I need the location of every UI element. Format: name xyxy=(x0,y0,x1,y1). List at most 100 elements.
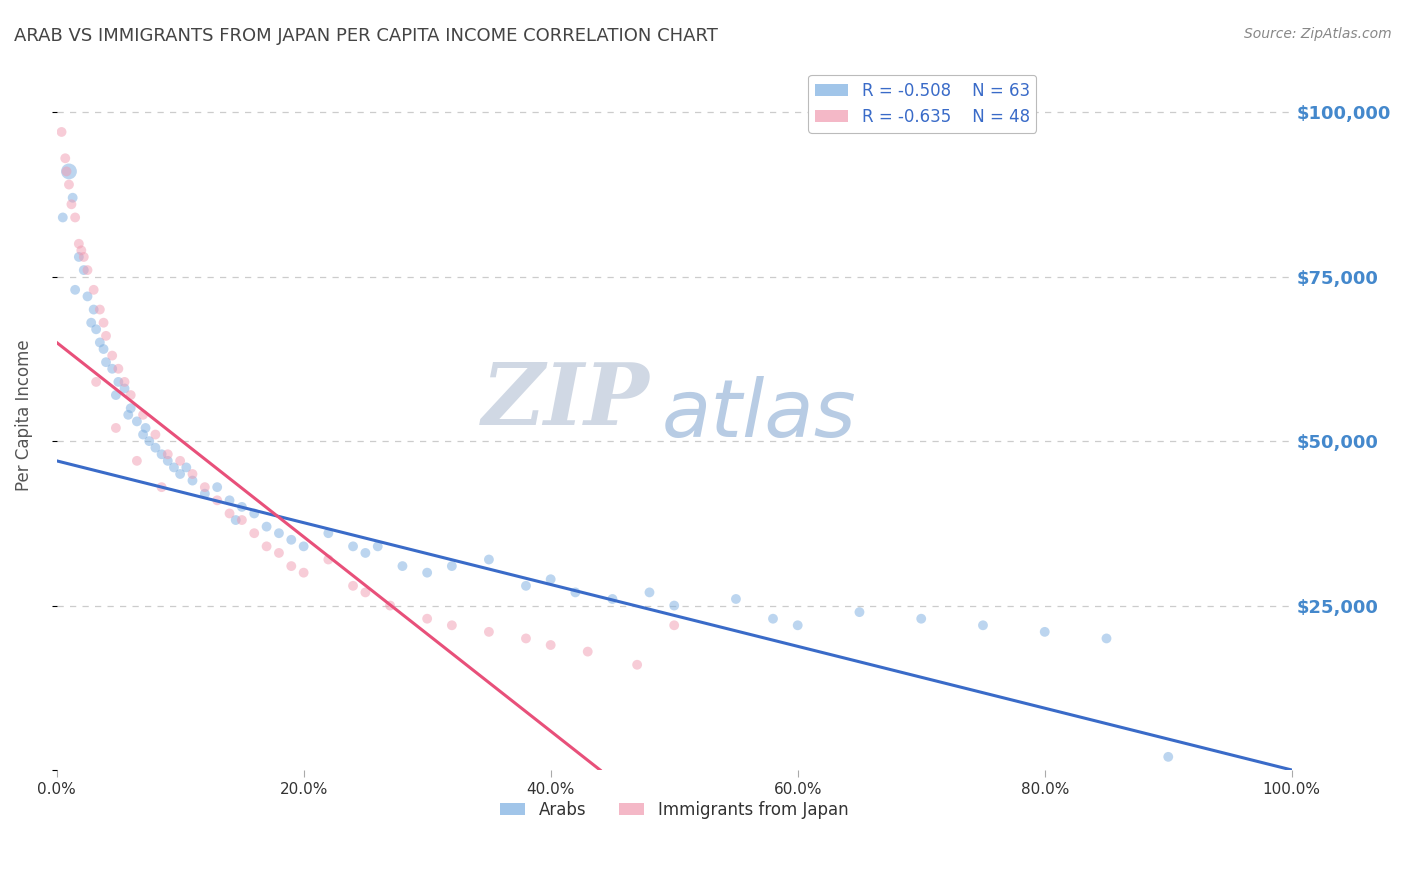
Point xyxy=(52,211,75,225)
Point xyxy=(84,375,107,389)
Point xyxy=(231,513,253,527)
Point xyxy=(972,618,994,632)
Point xyxy=(53,151,76,165)
Point xyxy=(205,480,228,494)
Point xyxy=(120,401,142,416)
Point xyxy=(416,566,439,580)
Point xyxy=(125,454,148,468)
Point xyxy=(638,585,661,599)
Point xyxy=(664,618,686,632)
Point xyxy=(104,388,127,402)
Point xyxy=(67,236,90,251)
Point xyxy=(218,507,240,521)
Point xyxy=(176,460,198,475)
Point xyxy=(786,618,808,632)
Point xyxy=(94,329,117,343)
Point xyxy=(515,579,537,593)
Point xyxy=(342,579,364,593)
Point xyxy=(724,591,747,606)
Point xyxy=(107,361,129,376)
Text: atlas: atlas xyxy=(662,376,856,454)
Point xyxy=(378,599,401,613)
Point xyxy=(292,566,315,580)
Point xyxy=(218,493,240,508)
Point xyxy=(367,540,389,554)
Point xyxy=(62,191,84,205)
Point xyxy=(94,355,117,369)
Point xyxy=(89,302,111,317)
Point xyxy=(267,546,290,560)
Point xyxy=(150,480,173,494)
Point xyxy=(63,211,86,225)
Point xyxy=(51,125,73,139)
Point xyxy=(564,585,586,599)
Text: ZIP: ZIP xyxy=(482,359,650,442)
Point xyxy=(84,322,107,336)
Point xyxy=(80,316,103,330)
Point xyxy=(1157,749,1180,764)
Point xyxy=(132,408,155,422)
Point xyxy=(181,467,204,481)
Point xyxy=(101,361,124,376)
Point xyxy=(515,632,537,646)
Point xyxy=(391,559,413,574)
Point xyxy=(762,612,785,626)
Point xyxy=(292,540,315,554)
Point xyxy=(225,513,247,527)
Point xyxy=(89,335,111,350)
Point xyxy=(318,552,340,566)
Point xyxy=(1095,632,1118,646)
Point xyxy=(205,493,228,508)
Point xyxy=(73,250,96,264)
Point xyxy=(55,164,77,178)
Point xyxy=(156,447,179,461)
Point xyxy=(540,572,562,586)
Point xyxy=(243,507,266,521)
Point xyxy=(63,283,86,297)
Point xyxy=(169,454,191,468)
Point xyxy=(145,441,167,455)
Point xyxy=(67,250,90,264)
Point xyxy=(93,316,115,330)
Point xyxy=(117,408,139,422)
Point xyxy=(145,427,167,442)
Legend: Arabs, Immigrants from Japan: Arabs, Immigrants from Japan xyxy=(494,794,855,826)
Point xyxy=(256,540,278,554)
Point xyxy=(848,605,870,619)
Point xyxy=(125,414,148,428)
Point xyxy=(910,612,932,626)
Point xyxy=(83,302,105,317)
Point xyxy=(342,540,364,554)
Point xyxy=(626,657,648,672)
Point xyxy=(1033,624,1056,639)
Point xyxy=(478,552,501,566)
Point xyxy=(73,263,96,277)
Point xyxy=(194,487,217,501)
Point xyxy=(181,474,204,488)
Point xyxy=(114,375,136,389)
Point xyxy=(150,447,173,461)
Point xyxy=(76,263,98,277)
Point xyxy=(104,421,127,435)
Point xyxy=(70,244,93,258)
Point xyxy=(664,599,686,613)
Point xyxy=(107,375,129,389)
Point xyxy=(416,612,439,626)
Point xyxy=(120,388,142,402)
Point xyxy=(280,559,302,574)
Point xyxy=(280,533,302,547)
Point xyxy=(58,164,80,178)
Point xyxy=(318,526,340,541)
Point xyxy=(76,289,98,303)
Point xyxy=(440,559,463,574)
Point xyxy=(58,178,80,192)
Point xyxy=(156,454,179,468)
Point xyxy=(267,526,290,541)
Point xyxy=(163,460,186,475)
Point xyxy=(101,349,124,363)
Point xyxy=(576,644,599,658)
Point xyxy=(60,197,83,211)
Y-axis label: Per Capita Income: Per Capita Income xyxy=(15,339,32,491)
Point xyxy=(194,480,217,494)
Point xyxy=(138,434,160,449)
